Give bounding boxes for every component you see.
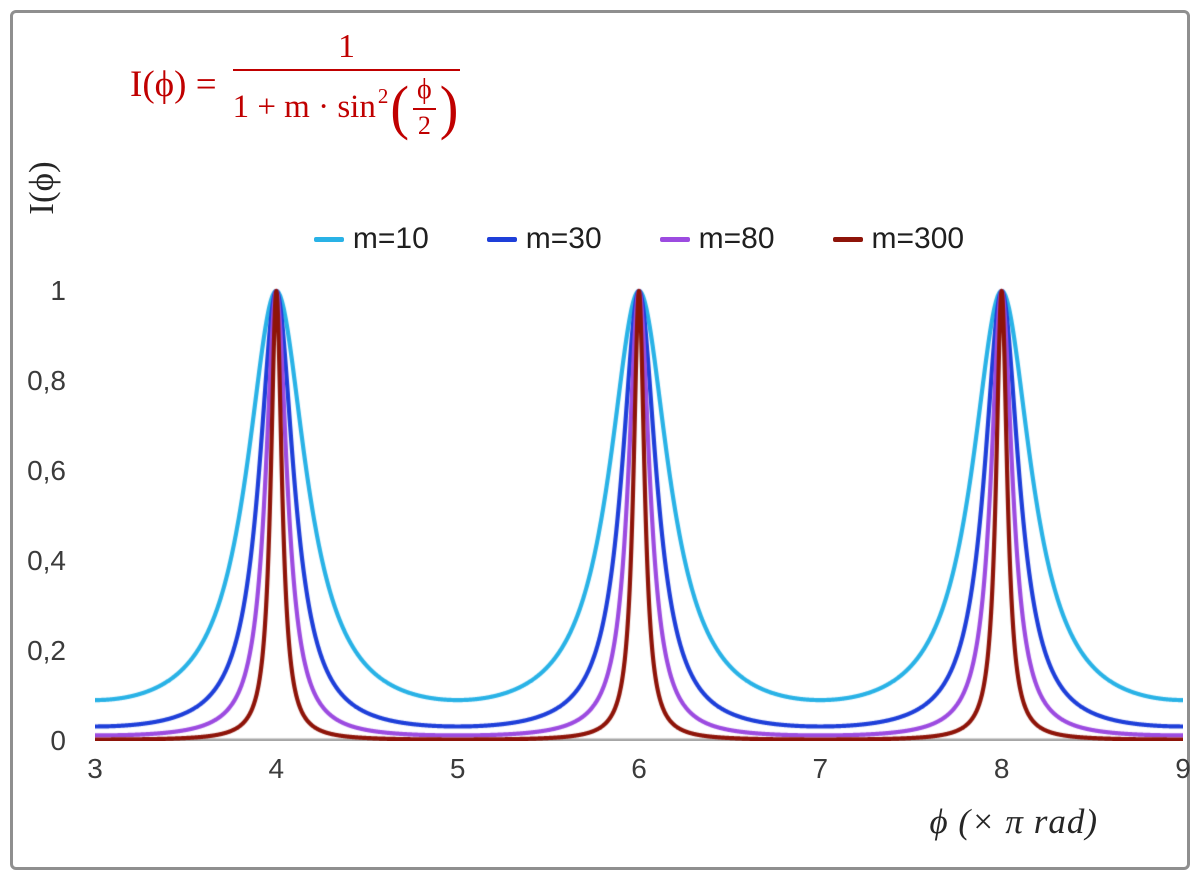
y-tick-label: 0 [50, 725, 66, 756]
legend: m=10 m=30 m=80 m=300 [95, 222, 1183, 256]
formula-inner-denominator: 2 [417, 110, 431, 140]
x-tick-label: 7 [812, 753, 829, 784]
legend-item-m-10[interactable]: m=10 [313, 222, 429, 256]
y-tick-label: 0,2 [27, 635, 66, 666]
legend-item-m-300[interactable]: m=300 [832, 222, 965, 256]
chart-border [10, 10, 1190, 870]
legend-label: m=10 [352, 222, 429, 255]
formula-exponent: 2 [377, 84, 389, 109]
x-tick-label: 4 [268, 753, 285, 784]
legend-line-swatch [832, 236, 863, 242]
close-paren: ) [439, 74, 459, 142]
x-axis-ticks: 3 4 5 6 7 8 9 [87, 753, 1191, 789]
y-axis-ticks: 0 0,2 0,4 0,6 0,8 1 [14, 0, 66, 880]
x-tick-label: 6 [631, 753, 647, 784]
legend-item-m-30[interactable]: m=30 [486, 222, 602, 256]
legend-line-swatch [486, 236, 517, 242]
formula-denominator: 1 + m · sin 2 ( ϕ 2 ) [233, 71, 461, 140]
x-tick-label: 8 [993, 753, 1010, 784]
legend-line-swatch [313, 236, 344, 242]
legend-label: m=80 [698, 222, 775, 255]
plot-canvas [95, 21, 1183, 741]
formula-annotation: I(ϕ) = 1 1 + m · sin 2 ( ϕ 2 ) [130, 28, 461, 141]
formula-lhs: I(ϕ) = [130, 63, 217, 105]
formula-denominator-text: 1 + m · sin [232, 89, 376, 126]
y-tick-label: 1 [50, 275, 66, 306]
formula-inner-numerator: ϕ [413, 74, 436, 110]
x-tick-label: 9 [1175, 753, 1191, 784]
x-tick-label: 5 [449, 753, 466, 784]
open-paren: ( [390, 74, 409, 142]
y-tick-label: 0,8 [27, 365, 66, 396]
formula-inner-fraction: ϕ 2 [413, 74, 436, 140]
x-axis-title: ϕ (× π rad) [929, 802, 1098, 841]
legend-label: m=30 [525, 222, 602, 255]
legend-line-swatch [659, 236, 690, 242]
y-tick-label: 0,4 [27, 545, 66, 576]
y-tick-label: 0,6 [27, 455, 66, 486]
legend-item-m-80[interactable]: m=80 [659, 222, 775, 256]
formula-fraction: 1 1 + m · sin 2 ( ϕ 2 ) [232, 28, 461, 141]
legend-label: m=300 [871, 222, 965, 255]
formula-numerator: 1 [232, 28, 461, 72]
x-tick-label: 3 [87, 753, 103, 784]
